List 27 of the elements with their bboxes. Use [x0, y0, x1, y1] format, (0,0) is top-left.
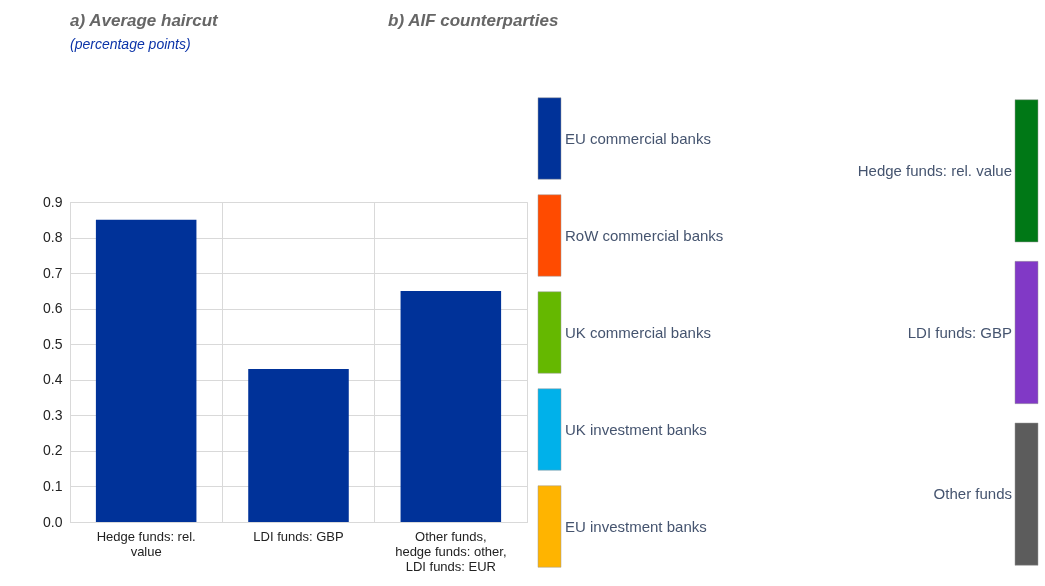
- category-label: RoW commercial banks: [565, 226, 724, 244]
- y-tick-label: 0.6: [43, 300, 63, 317]
- category-label: EU commercial banks: [565, 129, 711, 147]
- x-tick-label: Other funds, hedge funds: other, LDI funds: EUR: [395, 528, 507, 574]
- y-tick-label: 0.1: [43, 477, 63, 494]
- x-tick-label: LDI funds: GBP: [253, 528, 344, 544]
- bar: [95, 219, 197, 522]
- y-tick-label: 0.4: [43, 371, 63, 388]
- text: b) AIF counterparties: [388, 11, 559, 30]
- bar: [400, 290, 502, 522]
- category-label: Hedge funds: rel. value: [857, 161, 1012, 179]
- y-tick-label: 0.2: [43, 442, 63, 459]
- category-label: Other funds: [933, 485, 1012, 503]
- y-tick-label: 0.8: [43, 229, 63, 246]
- x-tick-label: Hedge funds: rel. value: [96, 528, 196, 559]
- y-tick-label: 0.3: [43, 406, 63, 423]
- category-label: LDI funds: GBP: [907, 323, 1012, 341]
- category-label: EU investment banks: [565, 517, 707, 535]
- category-label: UK commercial banks: [565, 323, 711, 341]
- y-tick-label: 0.9: [43, 193, 63, 210]
- y-tick-label: 0.0: [43, 513, 63, 530]
- y-tick-label: 0.5: [43, 335, 63, 352]
- y-tick-label: 0.7: [43, 264, 63, 281]
- category-label: UK investment banks: [565, 420, 707, 438]
- bar: [248, 369, 349, 522]
- chart-subtitle: (percentage points): [70, 36, 191, 52]
- chart-title: a) Average haircut: [70, 11, 220, 30]
